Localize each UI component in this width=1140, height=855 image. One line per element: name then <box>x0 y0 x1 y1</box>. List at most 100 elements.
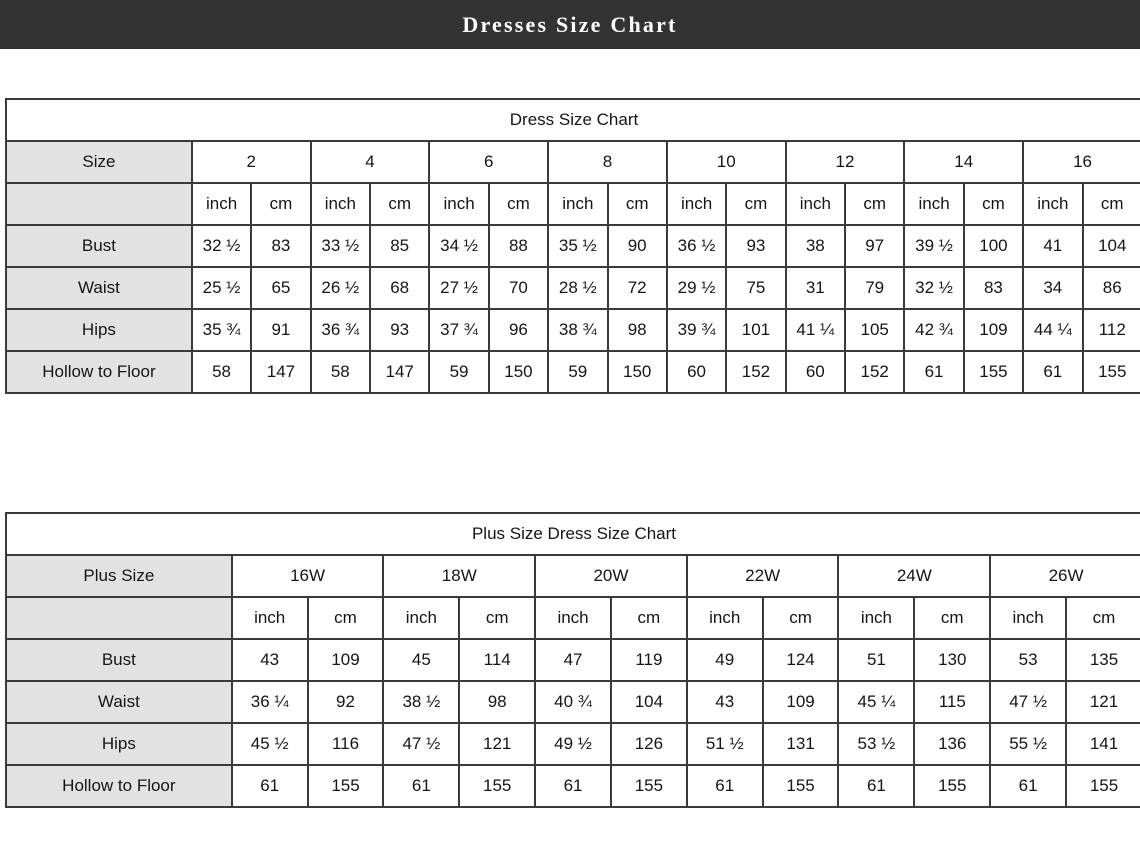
unit-cell-cm: cm <box>843 182 906 226</box>
value-cell: 60 <box>784 350 847 394</box>
value-cell: 47 ½ <box>382 722 461 766</box>
table-row: Waist 25 ½ 65 26 ½ 68 27 ½ 70 28 ½ 72 29… <box>5 266 1140 310</box>
value-cell: 35 ¾ <box>190 308 253 352</box>
value-cell: 53 <box>989 638 1068 682</box>
value-cell: 32 ½ <box>190 224 253 268</box>
value-cell: 39 ¾ <box>665 308 728 352</box>
value-cell: 61 <box>230 764 309 808</box>
value-cell: 36 ¼ <box>230 680 309 724</box>
unit-blank-cell <box>5 596 233 640</box>
value-cell: 96 <box>487 308 550 352</box>
value-cell: 61 <box>685 764 764 808</box>
table-row: Waist 36 ¼ 92 38 ½ 98 40 ¾ 104 43 109 45… <box>5 680 1140 724</box>
unit-cell-inch: inch <box>989 596 1068 640</box>
value-cell: 121 <box>1065 680 1140 724</box>
measurement-label: Hollow to Floor <box>5 764 233 808</box>
value-cell: 155 <box>458 764 537 808</box>
size-label-cell: Size <box>5 140 193 184</box>
table-row: Hips 45 ½ 116 47 ½ 121 49 ½ 126 51 ½ 131… <box>5 722 1140 766</box>
value-cell: 51 ½ <box>685 722 764 766</box>
size-label-cell: Plus Size <box>5 554 233 598</box>
size-header-cell: 22W <box>685 554 840 598</box>
value-cell: 155 <box>306 764 385 808</box>
size-header-cell: 18W <box>382 554 537 598</box>
value-cell: 31 <box>784 266 847 310</box>
chart-title-row: Dress Size Chart <box>5 98 1140 142</box>
value-cell: 112 <box>1081 308 1140 352</box>
unit-cell-inch: inch <box>903 182 965 226</box>
value-cell: 93 <box>368 308 431 352</box>
value-cell: 41 <box>1022 224 1084 268</box>
value-cell: 141 <box>1065 722 1140 766</box>
value-cell: 61 <box>534 764 612 808</box>
measurement-label: Hips <box>5 722 233 766</box>
value-cell: 90 <box>606 224 668 268</box>
size-header-cell: 6 <box>428 140 550 184</box>
value-cell: 40 ¾ <box>534 680 612 724</box>
value-cell: 70 <box>487 266 550 310</box>
value-cell: 61 <box>903 350 965 394</box>
unit-cell-cm: cm <box>250 182 312 226</box>
unit-cell-cm: cm <box>606 182 668 226</box>
value-cell: 47 ½ <box>989 680 1068 724</box>
unit-cell-cm: cm <box>1081 182 1140 226</box>
table-row: Hollow to Floor 61 155 61 155 61 155 61 … <box>5 764 1140 808</box>
value-cell: 83 <box>962 266 1025 310</box>
unit-cell-inch: inch <box>190 182 253 226</box>
value-cell: 155 <box>1065 764 1140 808</box>
value-cell: 58 <box>309 350 372 394</box>
value-cell: 42 ¾ <box>903 308 965 352</box>
size-header-cell: 16 <box>1022 140 1140 184</box>
value-cell: 91 <box>250 308 312 352</box>
value-cell: 98 <box>458 680 537 724</box>
value-cell: 25 ½ <box>190 266 253 310</box>
unit-cell-cm: cm <box>1065 596 1140 640</box>
value-cell: 147 <box>368 350 431 394</box>
size-header-cell: 10 <box>665 140 787 184</box>
table-row: Bust 32 ½ 83 33 ½ 85 34 ½ 88 35 ½ 90 36 … <box>5 224 1140 268</box>
measurement-label: Waist <box>5 266 193 310</box>
value-cell: 109 <box>761 680 840 724</box>
value-cell: 65 <box>250 266 312 310</box>
size-header-cell: 14 <box>903 140 1025 184</box>
unit-cell-cm: cm <box>962 182 1025 226</box>
value-cell: 37 ¾ <box>428 308 490 352</box>
value-cell: 27 ½ <box>428 266 490 310</box>
unit-cell-inch: inch <box>665 182 728 226</box>
value-cell: 104 <box>1081 224 1140 268</box>
value-cell: 59 <box>547 350 609 394</box>
unit-cell-inch: inch <box>1022 182 1084 226</box>
value-cell: 130 <box>913 638 992 682</box>
value-cell: 43 <box>685 680 764 724</box>
unit-cell-inch: inch <box>230 596 309 640</box>
value-cell: 61 <box>837 764 916 808</box>
size-header-cell: 24W <box>837 554 992 598</box>
value-cell: 36 ½ <box>665 224 728 268</box>
value-cell: 155 <box>962 350 1025 394</box>
measurement-label: Hips <box>5 308 193 352</box>
value-cell: 79 <box>843 266 906 310</box>
plus-size-chart-table: Plus Size Dress Size Chart Plus Size 16W… <box>5 512 1140 808</box>
value-cell: 147 <box>250 350 312 394</box>
value-cell: 39 ½ <box>903 224 965 268</box>
value-cell: 32 ½ <box>903 266 965 310</box>
value-cell: 135 <box>1065 638 1140 682</box>
value-cell: 44 ¼ <box>1022 308 1084 352</box>
table-row: Hips 35 ¾ 91 36 ¾ 93 37 ¾ 96 38 ¾ 98 39 … <box>5 308 1140 352</box>
value-cell: 119 <box>609 638 688 682</box>
value-cell: 155 <box>761 764 840 808</box>
value-cell: 155 <box>609 764 688 808</box>
unit-cell-cm: cm <box>458 596 537 640</box>
value-cell: 85 <box>368 224 431 268</box>
value-cell: 61 <box>382 764 461 808</box>
value-cell: 101 <box>725 308 787 352</box>
value-cell: 55 ½ <box>989 722 1068 766</box>
value-cell: 72 <box>606 266 668 310</box>
unit-cell-cm: cm <box>487 182 550 226</box>
value-cell: 131 <box>761 722 840 766</box>
value-cell: 51 <box>837 638 916 682</box>
unit-cell-inch: inch <box>428 182 490 226</box>
value-cell: 38 <box>784 224 847 268</box>
value-cell: 33 ½ <box>309 224 372 268</box>
